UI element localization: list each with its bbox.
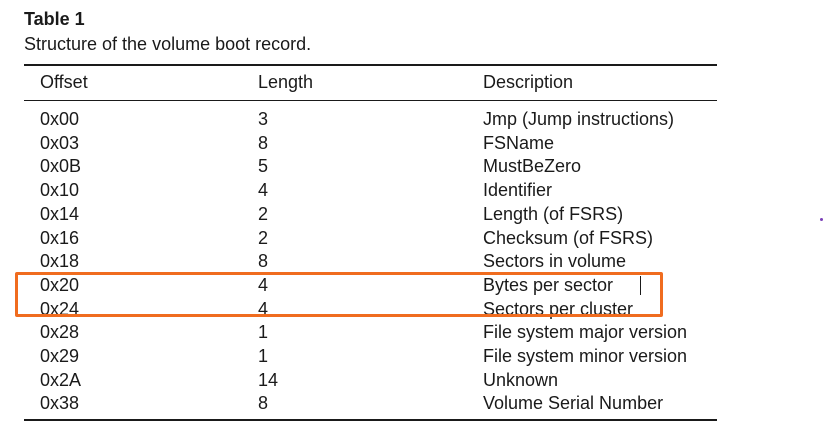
header-length: Length xyxy=(258,72,314,92)
cell-description: File system minor version xyxy=(483,346,688,366)
header-rule xyxy=(24,100,717,101)
cell-offset: 0x03 xyxy=(40,133,80,153)
stray-dot xyxy=(820,218,823,221)
table-row: 0x00 3 Jmp (Jump instructions) xyxy=(0,107,825,131)
header-description: Description xyxy=(483,72,574,92)
cell-length: 2 xyxy=(258,204,269,224)
cell-description: Jmp (Jump instructions) xyxy=(483,109,675,129)
cell-offset: 0x29 xyxy=(40,346,80,366)
cell-offset: 0x28 xyxy=(40,322,80,342)
top-rule xyxy=(24,64,717,66)
cell-offset: 0x2A xyxy=(40,370,82,390)
bottom-rule xyxy=(24,419,717,421)
table-row: 0x20 4 Bytes per sector xyxy=(0,273,825,297)
cell-length: 1 xyxy=(258,346,269,366)
cell-length: 4 xyxy=(258,299,269,319)
table-row: 0x10 4 Identifier xyxy=(0,178,825,202)
table-label: Table 1 xyxy=(24,9,85,29)
cell-length: 8 xyxy=(258,393,269,413)
cell-description: Volume Serial Number xyxy=(483,393,664,413)
cell-offset: 0x10 xyxy=(40,180,80,200)
table-row: 0x16 2 Checksum (of FSRS) xyxy=(0,226,825,250)
cell-length: 8 xyxy=(258,251,269,271)
cell-length: 2 xyxy=(258,228,269,248)
cell-description: MustBeZero xyxy=(483,156,582,176)
cell-description: Sectors in volume xyxy=(483,251,627,271)
cell-description: Identifier xyxy=(483,180,553,200)
table-row: 0x03 8 FSName xyxy=(0,131,825,155)
table-row: 0x14 2 Length (of FSRS) xyxy=(0,202,825,226)
cell-offset: 0x18 xyxy=(40,251,80,271)
cell-offset: 0x14 xyxy=(40,204,80,224)
table-row: 0x28 1 File system major version xyxy=(0,320,825,344)
cell-offset: 0x00 xyxy=(40,109,80,129)
cell-length: 5 xyxy=(258,156,269,176)
table-header-row: Offset Length Description xyxy=(0,70,825,94)
table-row: 0x18 8 Sectors in volume xyxy=(0,249,825,273)
cell-offset: 0x0B xyxy=(40,156,82,176)
highlight-box xyxy=(15,272,663,317)
cell-description: Checksum (of FSRS) xyxy=(483,228,654,248)
cell-offset: 0x16 xyxy=(40,228,80,248)
table-row: 0x38 8 Volume Serial Number xyxy=(0,391,825,415)
table-row: 0x2A 14 Unknown xyxy=(0,368,825,392)
cell-offset: 0x38 xyxy=(40,393,80,413)
cell-description: Unknown xyxy=(483,370,559,390)
cell-offset: 0x20 xyxy=(40,275,80,295)
cell-description: Length (of FSRS) xyxy=(483,204,624,224)
cell-length: 8 xyxy=(258,133,269,153)
text-cursor xyxy=(640,276,641,295)
cell-description: File system major version xyxy=(483,322,688,342)
cell-length: 3 xyxy=(258,109,269,129)
table-caption: Structure of the volume boot record. xyxy=(24,34,312,54)
cell-length: 4 xyxy=(258,180,269,200)
table-row: 0x29 1 File system minor version xyxy=(0,344,825,368)
cell-length: 4 xyxy=(258,275,269,295)
cell-length: 1 xyxy=(258,322,269,342)
table-row: 0x0B 5 MustBeZero xyxy=(0,154,825,178)
cell-length: 14 xyxy=(258,370,279,390)
cell-description: FSName xyxy=(483,133,555,153)
header-offset: Offset xyxy=(40,72,88,92)
cell-description: Bytes per sector xyxy=(483,275,614,295)
